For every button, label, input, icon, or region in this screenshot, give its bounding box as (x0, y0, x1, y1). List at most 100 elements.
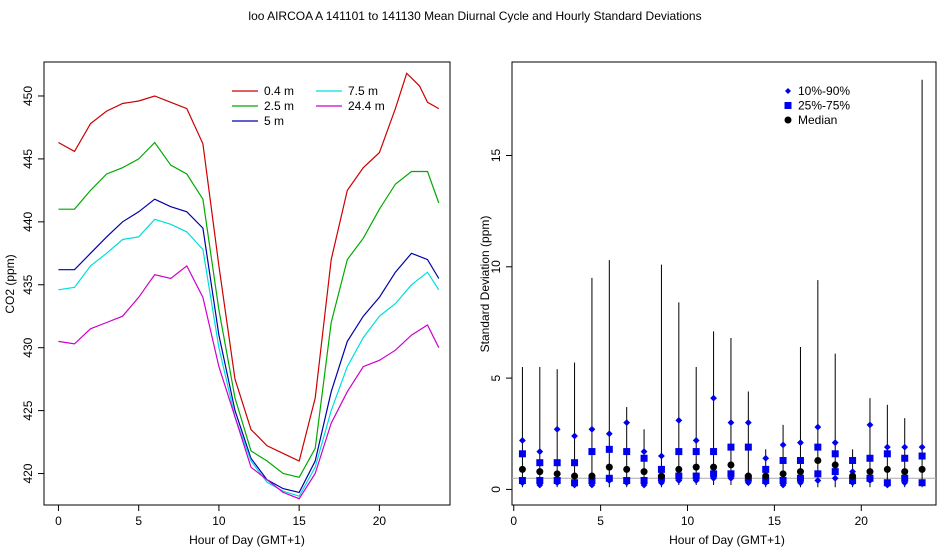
p25-p75-marker (623, 477, 631, 485)
legend-label: Median (798, 113, 837, 127)
median-marker (692, 463, 700, 471)
median-marker (831, 461, 839, 469)
median-marker (866, 468, 874, 476)
series-line-0-4-m (58, 72, 440, 462)
legend-marker (784, 102, 792, 109)
x-tick-label: 5 (135, 514, 142, 528)
y-tick-label: 5 (489, 374, 503, 381)
p25-p75-marker (849, 477, 857, 485)
y-tick-label: 435 (21, 274, 35, 294)
y-tick-label: 420 (21, 463, 35, 483)
right-x-axis: 0 5 10 15 20 (510, 505, 868, 528)
p25-p75-marker (901, 474, 909, 482)
median-marker (918, 465, 926, 473)
p25-p75-marker (605, 474, 613, 482)
legend-label: 5 m (264, 114, 284, 128)
p25-p75-marker (518, 450, 526, 458)
p25-p75-marker (831, 468, 839, 476)
p10-p90-marker (536, 448, 544, 455)
left-series-lines (58, 72, 440, 500)
p25-p75-marker (588, 448, 596, 456)
y-tick-label: 425 (21, 400, 35, 420)
median-marker (571, 472, 579, 480)
p25-p75-marker (779, 477, 787, 485)
legend-label: 7.5 m (348, 84, 378, 98)
p25-p75-marker (796, 456, 804, 464)
median-marker (553, 470, 561, 478)
p25-p75-marker (918, 479, 926, 487)
p10-p90-marker (571, 432, 578, 440)
median-marker (814, 456, 822, 464)
x-tick-label: 15 (292, 514, 306, 528)
legend-label: 10%-90% (798, 84, 850, 98)
median-marker (536, 468, 544, 476)
p25-p75-marker (623, 448, 631, 456)
right-legend: 10%-90%25%-75%Median (784, 84, 850, 127)
p25-p75-marker (814, 443, 822, 451)
legend-marker (785, 88, 791, 94)
left-panel-diurnal-cycle: 0 5 10 15 20 420 425 430 435 440 445 450 0.4 m2.5 … (3, 61, 451, 547)
p25-p75-marker (727, 443, 735, 451)
p10-p90-marker (623, 419, 631, 427)
p25-p75-marker (605, 445, 613, 453)
right-y-axis-label: Standard Deviation (ppm) (478, 216, 492, 353)
x-tick-label: 20 (855, 514, 869, 528)
p25-p75-marker (675, 472, 683, 480)
p25-p75-marker (866, 454, 874, 462)
p10-p90-marker (692, 437, 700, 444)
left-x-axis-label: Hour of Day (GMT+1) (189, 533, 305, 547)
left-x-axis: 0 5 10 15 20 (55, 505, 386, 528)
y-tick-label: 15 (489, 149, 503, 163)
left-plot-frame (43, 61, 451, 506)
p25-p75-marker (640, 454, 648, 462)
p25-p75-marker (762, 465, 770, 473)
p25-p75-marker (814, 470, 822, 478)
p25-p75-marker (553, 477, 561, 485)
p25-p75-marker (762, 477, 770, 485)
median-marker (883, 465, 891, 473)
p25-p75-marker (571, 459, 579, 467)
right-marks (518, 79, 926, 489)
p25-p75-marker (901, 454, 909, 462)
median-marker (727, 461, 735, 469)
median-marker (779, 470, 787, 478)
y-tick-label: 0 (489, 486, 503, 493)
x-tick-label: 5 (597, 514, 604, 528)
p25-p75-marker (849, 456, 857, 464)
p25-p75-marker (536, 477, 544, 485)
legend-label: 2.5 m (264, 99, 294, 113)
p10-p90-marker (675, 417, 683, 424)
p25-p75-marker (692, 472, 700, 480)
p25-p75-marker (744, 443, 752, 451)
p10-p90-marker (762, 454, 770, 462)
p25-p75-marker (831, 450, 839, 458)
median-marker (675, 465, 683, 473)
p25-p75-marker (710, 470, 718, 478)
legend-label: 25%-75% (798, 99, 850, 113)
y-tick-label: 445 (21, 149, 35, 169)
p10-p90-marker (710, 394, 717, 402)
median-marker (796, 468, 804, 476)
y-tick-label: 450 (21, 86, 35, 106)
p10-p90-marker (831, 439, 839, 447)
p25-p75-marker (727, 470, 735, 478)
p25-p75-marker (588, 477, 596, 485)
p25-p75-marker (553, 459, 561, 467)
series-line-5-m (58, 198, 440, 494)
x-tick-label: 20 (373, 514, 387, 528)
p10-p90-marker (779, 441, 787, 449)
p25-p75-marker (779, 456, 787, 464)
left-y-axis: 420 425 430 435 440 445 450 (21, 86, 44, 484)
right-y-axis: 0 5 10 15 (489, 149, 512, 493)
series-line-7-5-m (58, 218, 440, 497)
median-marker (849, 472, 857, 480)
x-tick-label: 15 (768, 514, 782, 528)
p25-p75-marker (657, 465, 665, 473)
x-tick-label: 10 (681, 514, 695, 528)
p10-p90-marker (553, 425, 561, 433)
median-marker (605, 463, 613, 471)
p25-p75-marker (796, 474, 804, 482)
right-plot-frame (511, 61, 937, 506)
x-tick-label: 0 (510, 514, 517, 528)
